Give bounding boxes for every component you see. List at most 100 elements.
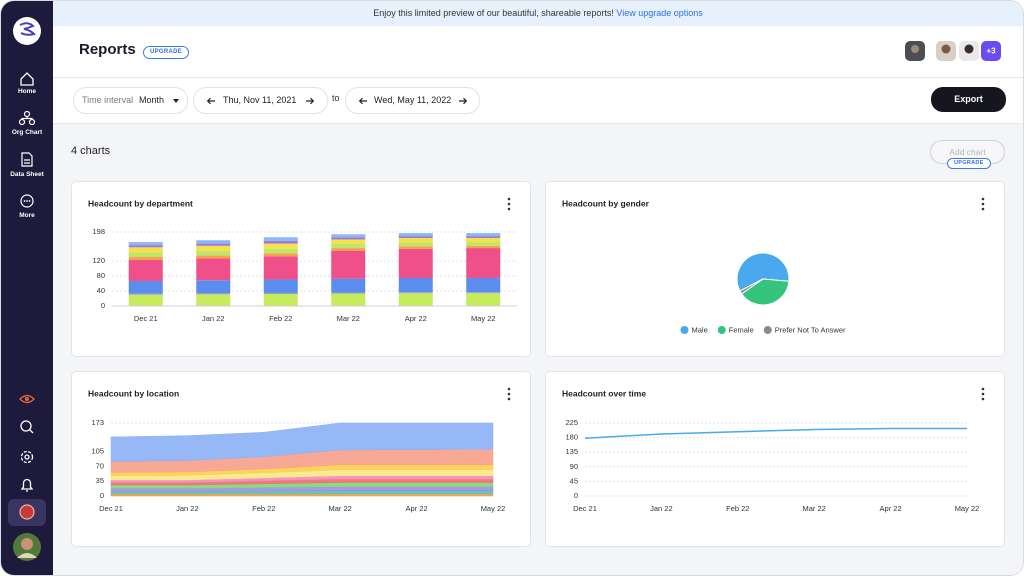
bar-segment <box>128 247 163 253</box>
y-tick-label: 80 <box>97 271 105 280</box>
next-arrow[interactable] <box>305 97 315 105</box>
y-tick-label: 0 <box>574 491 578 500</box>
sidebar-icons <box>8 17 46 561</box>
org-chart-icon[interactable] <box>18 110 36 126</box>
avatar-face <box>964 44 974 54</box>
chart-menu[interactable] <box>507 387 511 401</box>
y-tick-label: 105 <box>91 447 104 456</box>
x-tick-label: Apr 22 <box>406 504 428 513</box>
more-users[interactable] <box>981 41 1001 61</box>
nav-label[interactable]: Org Chart <box>11 129 43 136</box>
legend-swatch <box>763 326 772 334</box>
eye-icon[interactable] <box>19 394 35 404</box>
chart-title: Headcount by location <box>88 388 179 398</box>
y-tick-label: 173 <box>91 418 104 427</box>
nav-label[interactable]: Data Sheet <box>10 171 44 178</box>
bar-segment <box>331 243 366 249</box>
bar-segment <box>398 292 433 294</box>
avatar-face <box>941 44 951 54</box>
bar-segment <box>466 237 501 243</box>
search-icon[interactable] <box>20 420 34 434</box>
bar-segment <box>398 236 433 238</box>
area-layer <box>110 493 494 497</box>
y-tick-label: 0 <box>100 491 104 500</box>
bar-segment <box>263 294 298 306</box>
upgrade-badge[interactable]: UPGRADE <box>947 158 991 169</box>
data-sheet-icon[interactable] <box>21 152 33 167</box>
x-tick-label: Mar 22 <box>329 504 352 513</box>
legend: Male Female Prefer Not To Answer <box>680 325 846 334</box>
chart-title: Headcount by gender <box>562 198 650 208</box>
prev-arrow[interactable] <box>358 97 368 105</box>
logo-mark <box>19 22 36 36</box>
bar-segment <box>466 242 501 246</box>
bar-segment <box>263 256 298 280</box>
bar-segment <box>196 251 231 256</box>
chart-card: Headcount over time 0 45 90 135 180 225 Dec 21… <box>545 371 1005 547</box>
y-tick-label: 70 <box>96 461 104 470</box>
chart-menu[interactable] <box>981 197 985 211</box>
x-tick-label: Mar 22 <box>337 314 360 323</box>
legend-label: Male <box>691 325 707 334</box>
bar-segment <box>466 233 501 237</box>
bar-segment <box>466 293 501 306</box>
y-tick-label: 135 <box>565 447 578 456</box>
upgrade-badge[interactable]: UPGRADE <box>143 46 190 59</box>
bar-segment <box>263 240 298 244</box>
bar-segment <box>331 278 366 293</box>
avatar-face <box>911 45 919 53</box>
y-tick-label: 0 <box>101 301 105 310</box>
bar-segment <box>196 240 231 244</box>
x-tick-label: May 22 <box>471 314 496 323</box>
workspace-avatar[interactable] <box>19 504 35 520</box>
bar-segment <box>128 242 163 246</box>
x-tick-label: Dec 21 <box>99 504 123 513</box>
bar-segment <box>398 242 433 247</box>
y-tick-label: 35 <box>96 476 104 485</box>
y-tick-label: 198 <box>92 227 105 236</box>
y-tick-label: 180 <box>565 433 578 442</box>
x-tick-label: Jan 22 <box>650 504 673 513</box>
nav-label[interactable]: More <box>19 212 35 219</box>
range-separator: to <box>332 93 340 103</box>
home-icon[interactable] <box>20 72 34 86</box>
interval-label: Time interval <box>82 95 134 105</box>
nav-label[interactable]: Home <box>17 88 37 95</box>
bar-segment <box>196 258 231 281</box>
notification-icon[interactable] <box>20 478 34 492</box>
end-date[interactable]: Wed, May 11, 2022 <box>345 87 480 114</box>
banner-link[interactable]: View upgrade options <box>616 8 703 18</box>
bar-segment <box>196 293 231 295</box>
bar-segment <box>196 294 231 306</box>
y-tick-label: 40 <box>97 286 105 295</box>
logo[interactable] <box>13 17 41 45</box>
divider <box>53 123 1023 124</box>
export-button[interactable]: Export <box>931 87 1006 112</box>
chart: Headcount by gender Male Female Prefer Not… <box>562 197 985 334</box>
bar-segment <box>398 233 433 237</box>
start-date-text: Thu, Nov 11, 2021 <box>223 95 297 105</box>
bar-segment <box>128 280 163 294</box>
bar-segment <box>398 277 433 293</box>
interval-value: Month <box>139 95 165 105</box>
bar-segment <box>398 246 433 249</box>
bar-segment <box>466 292 501 294</box>
bar-segment <box>263 237 298 241</box>
settings-icon[interactable] <box>20 450 34 464</box>
bar-segment <box>466 236 501 238</box>
x-tick-label: Jan 22 <box>176 504 199 513</box>
x-tick-label: Jan 22 <box>202 314 225 323</box>
interval-select[interactable]: Time interval Month <box>73 87 188 114</box>
banner: Enjoy this limited preview of our beauti… <box>53 1 1023 26</box>
more-icon[interactable] <box>20 194 34 208</box>
bar-segment <box>128 294 163 306</box>
chart-menu[interactable] <box>981 387 985 401</box>
prev-arrow[interactable] <box>206 97 216 105</box>
bar-segment <box>263 279 298 293</box>
bar-segment <box>196 243 231 246</box>
next-arrow[interactable] <box>458 97 468 105</box>
start-date[interactable]: Thu, Nov 11, 2021 <box>193 87 328 114</box>
chart-menu[interactable] <box>507 197 511 211</box>
legend-label: Female <box>729 325 754 334</box>
